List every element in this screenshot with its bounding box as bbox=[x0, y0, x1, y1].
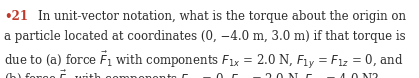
Text: (b) force $\vec{F}_2$ with components $F_{2x}$ = 0, $F_{2y}$ = 2.0 N, $F_{2z}$ =: (b) force $\vec{F}_2$ with components $F… bbox=[4, 69, 379, 78]
Text: due to (a) force $\vec{F}_1$ with components $F_{1x}$ = 2.0 N, $F_{1y}$ = $F_{1z: due to (a) force $\vec{F}_1$ with compon… bbox=[4, 50, 403, 71]
Text: •21: •21 bbox=[4, 10, 28, 23]
Text: In unit-vector notation, what is the torque about the origin on: In unit-vector notation, what is the tor… bbox=[38, 10, 406, 23]
Text: a particle located at coordinates (0, −4.0 m, 3.0 m) if that torque is: a particle located at coordinates (0, −4… bbox=[4, 30, 406, 43]
